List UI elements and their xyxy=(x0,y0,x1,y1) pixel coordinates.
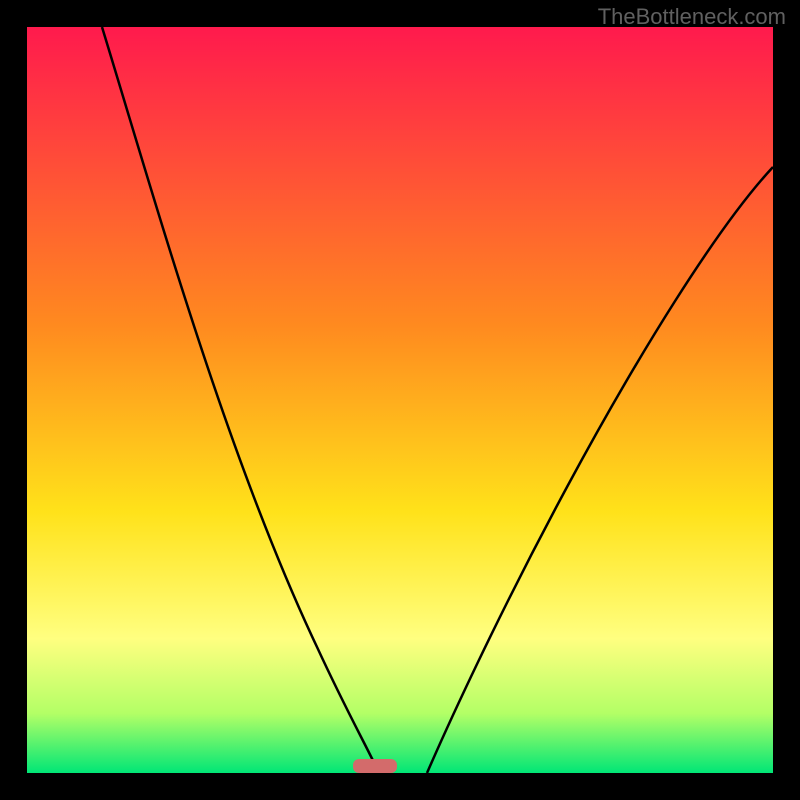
chart-frame: TheBottleneck.com xyxy=(0,0,800,800)
plot-area xyxy=(27,27,773,773)
watermark-text: TheBottleneck.com xyxy=(598,4,786,30)
curve-right-branch xyxy=(427,167,773,773)
bottleneck-curve xyxy=(27,27,773,773)
optimal-marker xyxy=(353,759,397,773)
curve-left-branch xyxy=(102,27,379,773)
